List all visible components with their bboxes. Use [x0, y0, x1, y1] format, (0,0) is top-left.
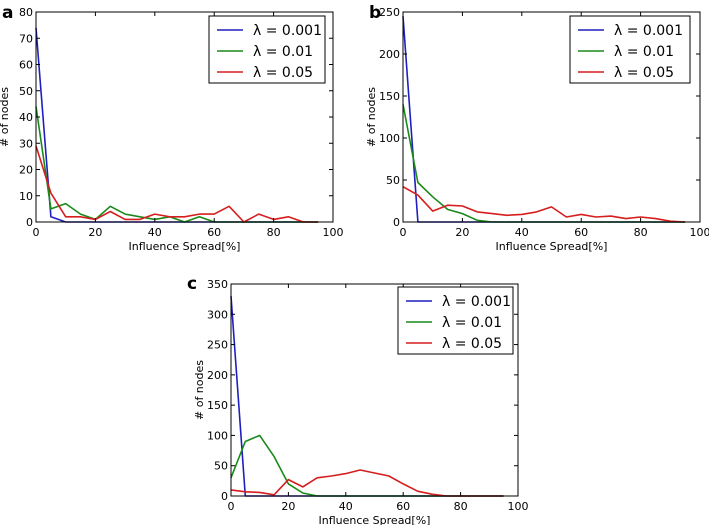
y-tick-label: 30 — [19, 137, 33, 150]
series-line-2 — [402, 104, 686, 223]
y-tick-label: 20 — [19, 164, 33, 177]
series-line-3 — [402, 186, 686, 223]
y-tick-label: 10 — [19, 190, 33, 203]
legend: λ = 0.001 λ = 0.01 λ = 0.05 — [569, 15, 691, 84]
legend-label: λ = 0.001 — [253, 23, 322, 39]
legend-label: λ = 0.05 — [253, 65, 313, 81]
y-axis-label: # of nodes — [365, 87, 378, 147]
y-axis-label: # of nodes — [193, 360, 206, 420]
legend-label: λ = 0.01 — [614, 44, 674, 60]
legend-label: λ = 0.001 — [614, 23, 683, 39]
x-tick-label: 100 — [323, 226, 344, 239]
x-tick-label: 60 — [574, 226, 588, 239]
legend-label: λ = 0.01 — [253, 44, 313, 60]
x-tick-label: 40 — [515, 226, 529, 239]
legend-label: λ = 0.05 — [442, 336, 502, 352]
y-axis-label: # of nodes — [0, 87, 11, 147]
chart-c: c 0 20 40 60 80 100 0 50 100 150 200 250 300 350 Influe… — [187, 274, 529, 525]
series-line-3 — [35, 145, 319, 223]
y-tick-label: 300 — [207, 308, 228, 321]
x-axis-label: Influence Spread[%] — [319, 514, 431, 525]
y-tick-label: 50 — [19, 85, 33, 98]
y-tick-label: 80 — [19, 6, 33, 19]
y-tick-label: 70 — [19, 32, 33, 45]
y-tick-label: 0 — [26, 216, 33, 229]
x-tick-label: 20 — [88, 226, 102, 239]
panel-letter: b — [369, 3, 381, 23]
series-line-2 — [35, 106, 319, 223]
y-tick-label: 250 — [207, 339, 228, 352]
panel-letter: c — [187, 274, 197, 294]
x-tick-label: 0 — [400, 226, 407, 239]
legend: λ = 0.001 λ = 0.01 λ = 0.05 — [208, 15, 326, 84]
series-line-3 — [230, 469, 504, 497]
y-tick-label: 150 — [207, 399, 228, 412]
x-tick-label: 80 — [267, 226, 281, 239]
panel-letter: a — [2, 3, 13, 23]
x-tick-label: 60 — [396, 500, 410, 513]
x-tick-label: 100 — [690, 226, 709, 239]
y-tick-label: 350 — [207, 278, 228, 291]
x-axis-label: Influence Spread[%] — [496, 240, 608, 253]
x-tick-label: 0 — [228, 500, 235, 513]
chart-a: a 0 20 40 60 80 100 0 10 20 30 40 50 60 70 80 Influence … — [0, 3, 344, 253]
legend-label: λ = 0.001 — [442, 294, 511, 310]
x-tick-label: 100 — [508, 500, 529, 513]
y-tick-label: 50 — [386, 174, 400, 187]
y-tick-label: 100 — [379, 132, 400, 145]
legend: λ = 0.001 λ = 0.01 λ = 0.05 — [397, 286, 514, 355]
y-tick-label: 250 — [379, 6, 400, 19]
y-tick-label: 100 — [207, 429, 228, 442]
chart-b: b 0 20 40 60 80 100 0 50 100 150 200 250 Influence Sp… — [365, 3, 709, 253]
y-tick-label: 200 — [379, 48, 400, 61]
y-tick-label: 200 — [207, 369, 228, 382]
y-tick-label: 0 — [393, 216, 400, 229]
y-tick-label: 0 — [221, 490, 228, 503]
x-axis-label: Influence Spread[%] — [129, 240, 241, 253]
legend-label: λ = 0.01 — [442, 315, 502, 331]
legend-label: λ = 0.05 — [614, 65, 674, 81]
y-tick-label: 150 — [379, 90, 400, 103]
y-tick-label: 60 — [19, 59, 33, 72]
y-tick-label: 40 — [19, 111, 33, 124]
x-tick-label: 0 — [33, 226, 40, 239]
x-tick-label: 40 — [339, 500, 353, 513]
y-tick-label: 50 — [214, 460, 228, 473]
x-tick-label: 20 — [281, 500, 295, 513]
x-tick-label: 60 — [207, 226, 221, 239]
series-line-2 — [230, 434, 504, 497]
x-tick-label: 40 — [148, 226, 162, 239]
x-tick-label: 80 — [634, 226, 648, 239]
x-tick-label: 80 — [454, 500, 468, 513]
plot-frame — [230, 283, 519, 497]
plot-frame — [402, 11, 701, 223]
x-tick-label: 20 — [455, 226, 469, 239]
